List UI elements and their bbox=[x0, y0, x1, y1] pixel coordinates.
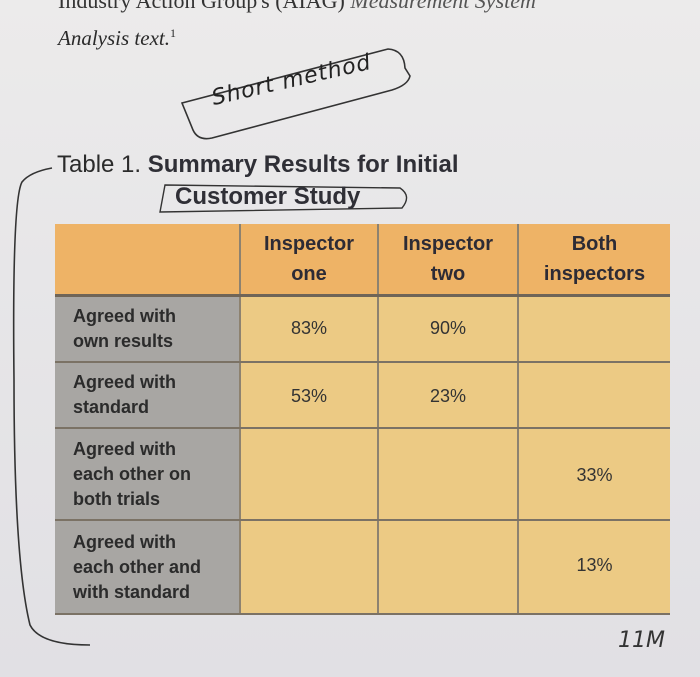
cell-inspector-two: 23% bbox=[378, 362, 519, 429]
cell-value: 13% bbox=[576, 555, 613, 575]
col-header-line: Inspector bbox=[263, 233, 355, 255]
cell-inspector-two bbox=[378, 520, 519, 615]
cell-value bbox=[519, 363, 670, 386]
col-header-line: Both bbox=[571, 233, 618, 255]
cell-both bbox=[518, 362, 670, 429]
table-caption-line1: Table 1. Summary Results for Initial bbox=[57, 151, 458, 179]
cell-inspector-one: 53% bbox=[240, 362, 379, 429]
table-caption-bold1: Summary Results for Initial bbox=[147, 151, 459, 178]
cell-value: 90% bbox=[429, 318, 467, 338]
row-header: Agreed with each other and with standard bbox=[55, 520, 241, 615]
col-header-line: two bbox=[430, 263, 466, 285]
table-caption-prefix: Table 1. bbox=[57, 151, 142, 178]
table-row: Agreed with own results 83% 90% bbox=[55, 295, 670, 363]
cell-value: 53% bbox=[290, 386, 328, 406]
handwritten-footer-mark: 11M bbox=[618, 628, 665, 653]
col-header-line: Inspector bbox=[402, 233, 494, 255]
cell-value bbox=[241, 429, 377, 465]
caption-box-outline bbox=[159, 184, 408, 213]
cell-inspector-two bbox=[378, 428, 519, 521]
left-bracket bbox=[12, 167, 91, 646]
row-header-line: each other on bbox=[73, 463, 192, 484]
table-corner-cell bbox=[55, 224, 241, 297]
table-row: Agreed with standard 53% 23% bbox=[55, 362, 670, 429]
cell-value bbox=[379, 521, 517, 555]
cell-value bbox=[519, 297, 670, 318]
cell-both: 33% bbox=[518, 428, 670, 521]
top-text-italic: Measurement System bbox=[350, 0, 536, 13]
col-header-line: one bbox=[291, 263, 327, 285]
row-header-line: with standard bbox=[73, 581, 191, 602]
cell-value: 33% bbox=[576, 465, 613, 485]
cell-both bbox=[518, 295, 670, 363]
summary-results-table: Inspector one Inspector two Both inspect… bbox=[55, 224, 670, 615]
top-text-regular: Industry Action Group's (AIAG) bbox=[58, 0, 345, 13]
row-header: Agreed with own results bbox=[55, 295, 241, 363]
cell-value: 23% bbox=[429, 386, 467, 406]
cell-both: 13% bbox=[518, 520, 670, 615]
row-header-line: Agreed with bbox=[73, 372, 177, 392]
note-box-outline bbox=[180, 48, 411, 140]
cell-value bbox=[379, 429, 517, 465]
row-header-line: both trials bbox=[73, 488, 161, 509]
row-header: Agreed with standard bbox=[55, 362, 241, 429]
cell-inspector-one bbox=[240, 428, 379, 521]
cell-value bbox=[241, 521, 377, 555]
row-header-line: standard bbox=[73, 397, 150, 417]
col-header-line: inspectors bbox=[543, 263, 646, 285]
row-header-line: Agreed with bbox=[73, 306, 177, 326]
row-header-line: Agreed with bbox=[73, 438, 177, 459]
row-header-line: own results bbox=[73, 331, 174, 351]
cell-inspector-one bbox=[240, 520, 379, 615]
cell-inspector-two: 90% bbox=[378, 295, 519, 363]
analysis-text: Analysis text. bbox=[58, 26, 170, 50]
cell-inspector-one: 83% bbox=[240, 295, 379, 363]
top-text-line: Industry Action Group's (AIAG) Measureme… bbox=[58, 0, 536, 14]
col-header-both-inspectors: Both inspectors bbox=[518, 224, 670, 297]
row-header-line: each other and bbox=[73, 556, 202, 577]
row-header-line: Agreed with bbox=[73, 531, 177, 552]
table-header-row: Inspector one Inspector two Both inspect… bbox=[55, 224, 670, 297]
cell-value: 83% bbox=[290, 318, 328, 338]
col-header-inspector-one: Inspector one bbox=[240, 224, 379, 297]
col-header-inspector-two: Inspector two bbox=[378, 224, 519, 297]
analysis-line: Analysis text.1 bbox=[58, 26, 176, 51]
table-row: Agreed with each other on both trials 33… bbox=[55, 428, 670, 521]
table-caption-bold2: Customer Study bbox=[175, 183, 361, 210]
footnote-mark: 1 bbox=[169, 26, 176, 40]
table-row: Agreed with each other and with standard… bbox=[55, 520, 670, 615]
row-header: Agreed with each other on both trials bbox=[55, 428, 241, 521]
